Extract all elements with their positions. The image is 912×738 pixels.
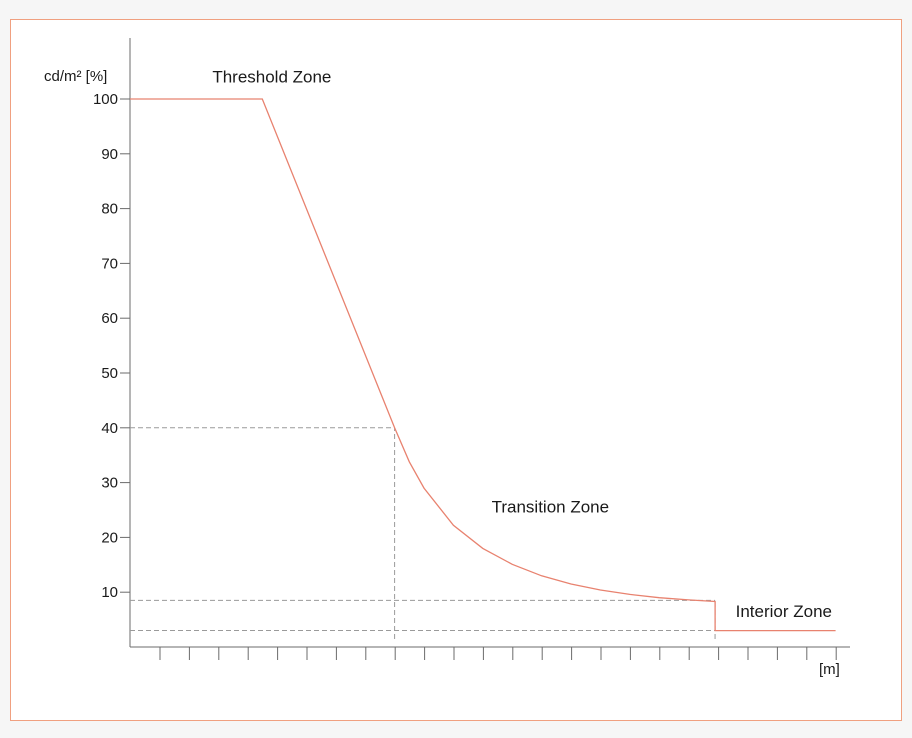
luminance-curve <box>130 98 836 632</box>
chart-frame <box>10 19 902 721</box>
reference-lines <box>130 427 716 639</box>
series-layer <box>130 98 836 632</box>
annotation-threshold-zone: Threshold Zone <box>212 68 331 87</box>
y-tick-label: 10 <box>101 584 118 601</box>
y-tick-label: 100 <box>93 91 118 108</box>
y-tick-label: 80 <box>101 201 118 218</box>
labels-layer: cd/m² [%] [m] 10 20 30 40 50 60 70 80 90 100 Thres… <box>44 68 840 678</box>
annotation-transition-zone: Transition Zone <box>492 498 609 517</box>
y-tick-label: 30 <box>101 475 118 492</box>
y-axis-label: cd/m² [%] <box>44 68 107 85</box>
y-tick-label: 50 <box>101 365 118 382</box>
y-tick-label: 70 <box>101 255 118 272</box>
y-tick-label: 90 <box>101 146 118 163</box>
annotation-interior-zone: Interior Zone <box>736 602 832 621</box>
y-tick-label: 60 <box>101 310 118 327</box>
y-tick-label: 20 <box>101 529 118 546</box>
x-axis-label: [m] <box>819 661 840 678</box>
axes <box>120 38 850 660</box>
y-tick-label: 40 <box>101 420 118 437</box>
